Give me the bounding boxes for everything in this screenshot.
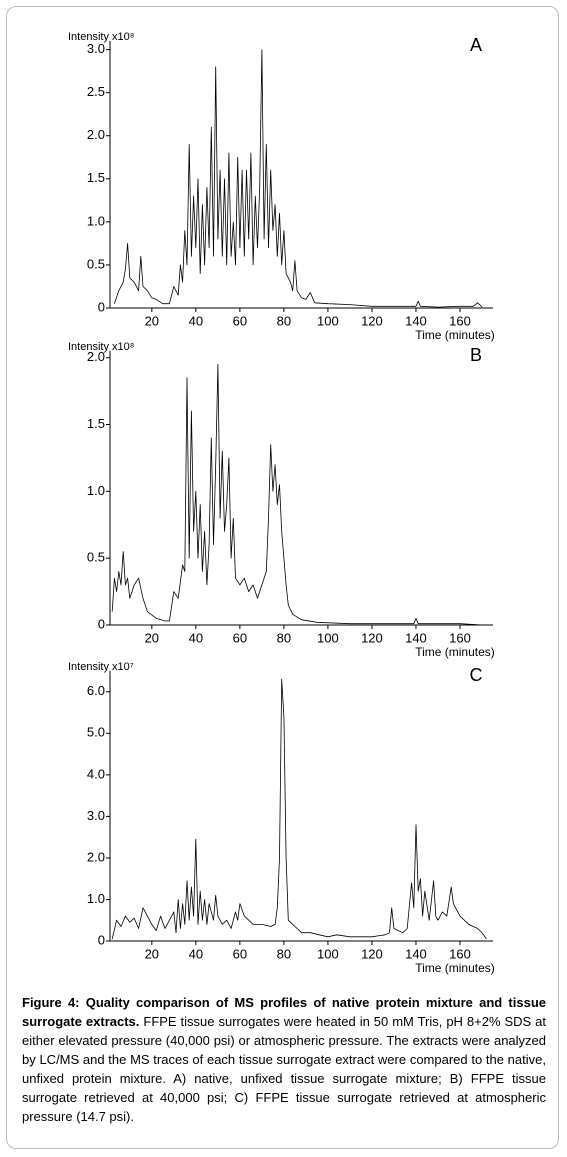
x-tick-label: 120 [361, 313, 383, 328]
y-tick-label: 2.5 [87, 84, 105, 99]
x-tick-label: 40 [189, 313, 203, 328]
y-tick-label: 0 [98, 299, 105, 314]
x-axis-label: Time (minutes) [415, 645, 495, 659]
y-tick-label: 0.5 [87, 550, 105, 565]
x-axis-label: Time (minutes) [415, 328, 495, 342]
panel-label: B [470, 345, 482, 365]
x-tick-label: 40 [189, 946, 203, 961]
y-tick-label: 1.5 [87, 416, 105, 431]
x-tick-label: 100 [317, 313, 339, 328]
chart: 00.51.01.52.02.53.020 40 60 80 100 120 140 160T… [68, 31, 495, 975]
y-axis-label: Intensity x10⁸ [68, 341, 134, 353]
caption: Figure 4: Quality comparison of MS profi… [22, 993, 546, 1126]
x-tick-label: 60 [233, 313, 247, 328]
figure-frame [6, 6, 559, 1149]
trace [111, 678, 487, 940]
y-tick-label: 1.0 [87, 483, 105, 498]
caption-title: Figure 4: Quality comparison of MS profi… [22, 995, 546, 1029]
y-tick-label: 1.0 [87, 213, 105, 228]
y-tick-label: 2.0 [87, 849, 105, 864]
y-tick-label: 6.0 [87, 683, 105, 698]
y-tick-label: 0.5 [87, 256, 105, 271]
panel-label: A [470, 35, 482, 55]
x-tick-label: 160 [449, 630, 471, 645]
x-tick-label: 140 [405, 946, 427, 961]
x-tick-label: 40 [189, 630, 203, 645]
x-tick-label: 20 [145, 313, 159, 328]
y-tick-label: 1.0 [87, 891, 105, 906]
x-tick-label: 60 [233, 946, 247, 961]
x-tick-label: 100 [317, 630, 339, 645]
y-tick-label: 0 [98, 616, 105, 631]
y-tick-label: 3.0 [87, 41, 105, 56]
y-axis-label: Intensity x10⁸ [68, 31, 134, 43]
x-tick-label: 160 [449, 946, 471, 961]
x-tick-label: 100 [317, 946, 339, 961]
x-tick-label: 160 [449, 313, 471, 328]
x-tick-label: 60 [233, 630, 247, 645]
x-tick-label: 20 [145, 630, 159, 645]
panel-label: C [470, 665, 483, 685]
y-axis-label: Intensity x10⁷ [68, 661, 134, 673]
caption-text: FFPE tissue surrogates were heated in 50… [22, 1014, 546, 1124]
x-tick-label: 120 [361, 946, 383, 961]
y-tick-label: 4.0 [87, 766, 105, 781]
x-tick-label: 120 [361, 630, 383, 645]
y-tick-label: 5.0 [87, 725, 105, 740]
x-tick-label: 140 [405, 630, 427, 645]
x-tick-label: 140 [405, 313, 427, 328]
y-tick-label: 2.0 [87, 127, 105, 142]
x-tick-label: 80 [277, 946, 291, 961]
trace [114, 49, 483, 308]
x-axis-label: Time (minutes) [415, 961, 495, 975]
y-tick-label: 3.0 [87, 808, 105, 823]
x-tick-label: 80 [277, 630, 291, 645]
y-tick-label: 0 [98, 932, 105, 947]
y-tick-label: 2.0 [87, 349, 105, 364]
x-tick-label: 80 [277, 313, 291, 328]
x-tick-label: 20 [145, 946, 159, 961]
y-tick-label: 1.5 [87, 170, 105, 185]
trace [111, 364, 483, 626]
